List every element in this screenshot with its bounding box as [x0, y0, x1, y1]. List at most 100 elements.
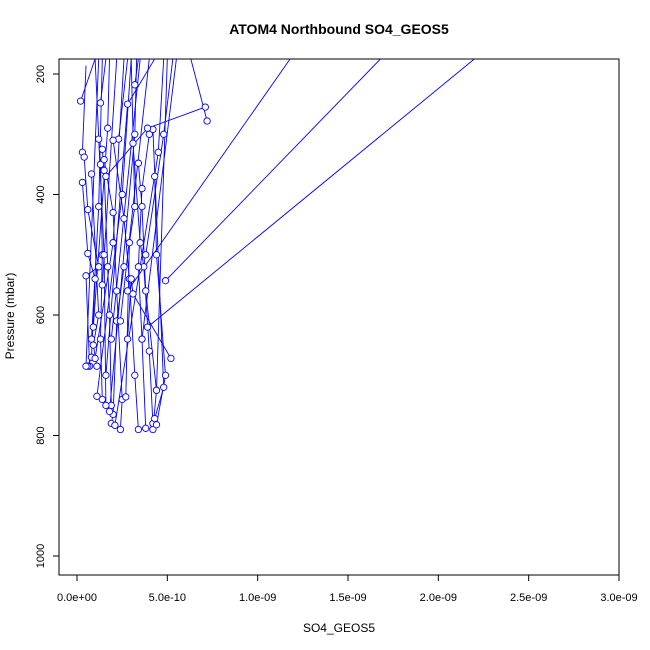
data-point — [96, 335, 105, 343]
series-line — [119, 59, 150, 322]
data-point — [125, 239, 134, 247]
data-point — [100, 155, 108, 164]
y-axis-label: Pressure (mbar) — [3, 273, 17, 360]
data-point — [122, 393, 130, 401]
data-point — [152, 421, 161, 429]
y-tick-label: 800 — [35, 426, 47, 444]
data-point — [113, 287, 121, 295]
data-point — [96, 160, 105, 169]
data-point — [89, 341, 97, 349]
data-point — [142, 424, 150, 432]
data-point — [109, 136, 117, 144]
series-line — [147, 59, 475, 328]
data-point — [89, 323, 97, 331]
data-point — [104, 124, 112, 132]
data-point — [100, 166, 108, 175]
data-point — [107, 335, 115, 343]
data-point — [116, 425, 125, 434]
data-point — [98, 395, 106, 404]
data-point — [145, 347, 153, 355]
data-point — [95, 263, 103, 271]
data-point — [82, 272, 90, 280]
data-point — [109, 239, 117, 247]
data-point — [118, 190, 126, 199]
plot-frame — [58, 58, 620, 576]
data-point — [91, 354, 99, 363]
data-point — [102, 172, 110, 181]
data-point — [134, 263, 143, 271]
data-point — [160, 383, 168, 391]
y-tick-label: 1000 — [35, 544, 47, 568]
data-point — [84, 249, 92, 258]
marker-layer — [76, 81, 211, 434]
data-point — [151, 172, 159, 181]
data-point — [78, 178, 87, 187]
series-line — [165, 59, 381, 282]
x-axis-label: SO4_GEOS5 — [303, 621, 375, 635]
data-point — [120, 263, 128, 271]
y-tick-label: 200 — [35, 65, 47, 83]
data-point — [104, 263, 112, 271]
data-point — [134, 425, 143, 434]
x-axis: 0.0e+00 5.0e-10 1.0e-09 1.5e-09 2.0e-09 2.5e-… — [57, 574, 638, 604]
data-point — [129, 290, 137, 298]
data-point — [76, 97, 85, 105]
data-point — [152, 251, 161, 259]
data-point — [109, 208, 117, 217]
series-line — [127, 278, 172, 359]
data-point — [116, 317, 125, 325]
x-tick-label: 2.0e-09 — [420, 592, 457, 604]
data-point — [98, 281, 106, 289]
data-point — [93, 362, 101, 370]
series-line — [156, 59, 168, 391]
series-line — [145, 59, 174, 255]
data-point — [134, 159, 143, 167]
data-point — [142, 287, 150, 295]
x-tick-label: 2.5e-09 — [510, 592, 547, 604]
data-point — [95, 311, 103, 319]
data-point — [138, 335, 146, 343]
data-point — [102, 401, 110, 410]
data-point — [151, 414, 159, 423]
series-line — [190, 59, 208, 122]
data-point — [203, 117, 211, 125]
data-point — [142, 251, 150, 259]
series-line — [154, 176, 166, 425]
data-point — [111, 421, 119, 429]
y-tick-label: 600 — [35, 306, 47, 324]
data-point — [98, 145, 106, 153]
data-point — [154, 148, 162, 156]
data-point — [105, 407, 114, 416]
data-point — [87, 335, 96, 343]
data-point — [80, 153, 88, 161]
data-point — [95, 202, 103, 211]
data-point — [161, 277, 170, 285]
series-line — [80, 59, 96, 102]
data-point — [100, 251, 108, 259]
data-point — [131, 81, 139, 89]
data-point — [129, 139, 137, 147]
data-point — [131, 371, 139, 379]
x-tick-label: 5.0e-10 — [149, 592, 186, 604]
data-point — [127, 275, 135, 283]
data-point — [87, 170, 96, 178]
data-point — [160, 130, 168, 138]
data-point — [82, 362, 90, 370]
data-point — [161, 371, 170, 379]
data-point — [136, 239, 144, 247]
data-point — [138, 184, 146, 193]
y-axis: 200 400 600 800 1000 — [35, 65, 60, 568]
data-point — [123, 335, 132, 343]
x-tick-label: 0.0e+00 — [57, 592, 97, 604]
data-point — [152, 386, 161, 394]
x-tick-label: 1.5e-09 — [329, 592, 366, 604]
x-tick-label: 1.0e-09 — [239, 592, 276, 604]
data-point — [201, 103, 209, 111]
data-point — [167, 354, 175, 363]
data-point — [131, 202, 139, 211]
y-tick-label: 400 — [35, 185, 47, 203]
data-point — [91, 275, 99, 283]
data-point — [93, 392, 101, 400]
data-point — [143, 124, 152, 132]
